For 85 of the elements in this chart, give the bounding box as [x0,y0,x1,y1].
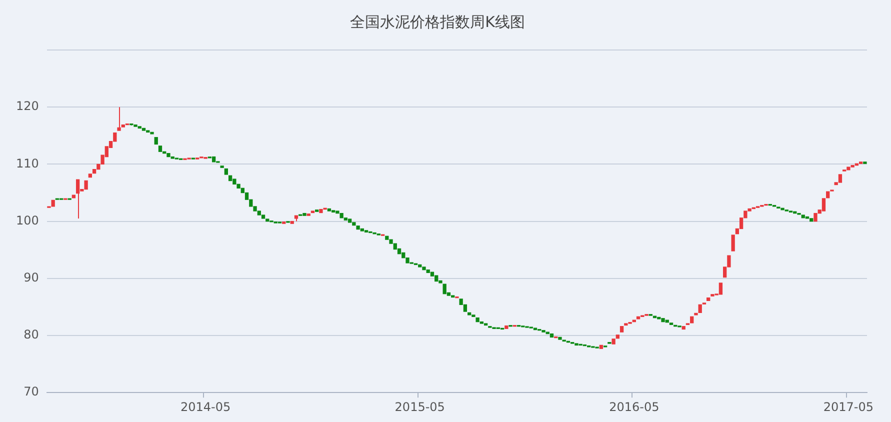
candlestick [84,180,88,190]
candlestick [706,297,710,301]
x-tick-label: 2016-05 [609,400,660,414]
candlestick [599,344,604,349]
candlestick [224,168,228,175]
candlestick [550,333,554,338]
candlestick [434,275,438,282]
candlestick [134,124,138,127]
candlestick [352,222,356,226]
candlestick [393,243,397,250]
candlestick [385,236,389,240]
candlestick [170,156,174,159]
candlestick [467,312,472,316]
candlestick [232,178,236,185]
candlestick [442,284,446,294]
candlestick [138,126,142,129]
y-tick-label: 110 [16,156,39,170]
candlestick [451,295,455,298]
candlestick [838,174,842,183]
candlestick [476,317,480,322]
candlestick [294,215,298,222]
candlestick [612,338,616,344]
candlestick [302,212,306,216]
candlestick [690,316,694,324]
candlestick [574,343,578,346]
candlestick [356,226,360,230]
candlestick [319,208,323,214]
y-tick-label: 100 [16,213,39,228]
y-tick-label: 90 [24,270,39,285]
y-tick-label: 120 [16,99,39,114]
chart-title: 全国水泥价格指数周K线图 [350,12,525,31]
candlestick [426,270,430,274]
candlestick [327,208,332,212]
candlestick [336,210,340,214]
candlestick [88,174,92,178]
candlestick [698,304,702,313]
candlestick [620,326,624,332]
candlestick [480,321,484,324]
candlestick [504,325,508,329]
candlestick [546,332,550,334]
candlestick [682,326,686,330]
x-tick-label: 2014-05 [180,400,231,414]
x-tick-label: 2015-05 [394,400,445,414]
candlestick [348,218,352,223]
candlestick [484,323,488,326]
candlestick [340,212,344,218]
x-tick-label: 2017-05 [823,400,874,414]
candlestick [142,128,146,131]
candlestick [51,200,55,207]
candlestick [72,194,76,198]
candlestick [261,214,266,219]
candlestick [422,266,426,270]
candlestick [154,137,158,145]
candlestick [558,336,562,340]
candlestick [636,316,640,320]
candlestick [212,156,216,162]
candlestick [290,220,294,224]
candlestick [814,212,818,222]
candlestick [624,323,628,326]
candlestick [694,312,698,316]
candlestick [780,208,784,210]
candlestick [810,218,814,222]
candlestick [150,132,154,134]
candlestick [822,198,826,212]
candlestick [117,106,121,131]
candlestick [146,130,150,133]
candlestick [731,234,735,252]
candlestick [661,318,665,322]
candlestick [418,264,422,268]
y-tick-label: 80 [24,328,39,342]
candlestick [846,166,850,170]
candlestick [718,282,723,295]
candlestick [616,334,620,339]
candlestick [266,218,270,222]
candlestick [166,153,170,158]
candlestick [76,179,80,219]
candlestick [310,210,315,214]
candlestick [158,146,162,152]
candlestick [228,175,232,182]
y-tick-label: 70 [24,384,39,399]
candlestick [533,328,538,330]
candlestick [805,216,810,219]
candlestick [657,316,661,320]
candlestick [360,228,364,232]
candlestick [801,214,805,218]
